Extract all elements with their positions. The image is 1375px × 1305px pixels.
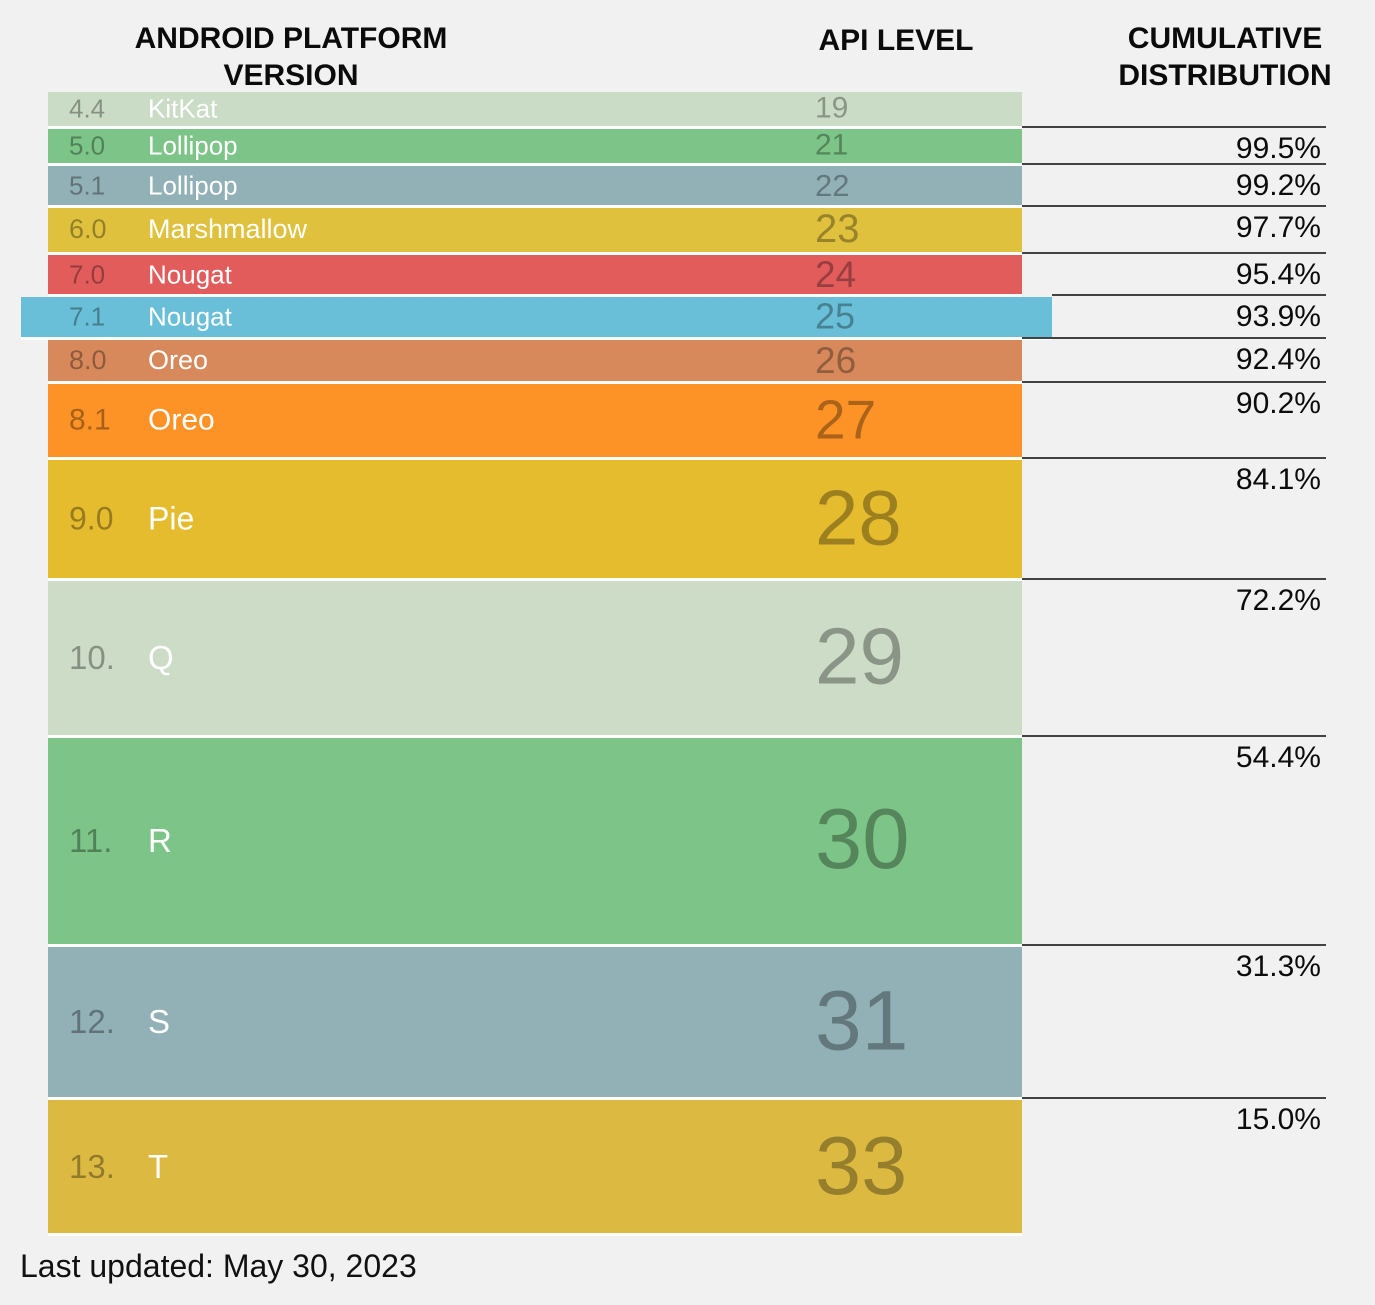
- version-bar[interactable]: 11. R 30: [48, 738, 1022, 947]
- version-number: 12.: [69, 1002, 115, 1040]
- api-level-value: 24: [815, 253, 857, 295]
- platform-row-s[interactable]: 12. S 31 31.3%: [0, 944, 1375, 1100]
- cumulative-cell: 84.1%: [1022, 457, 1326, 503]
- platform-row-lollipop-50[interactable]: 5.0 Lollipop 21 99.5%: [0, 126, 1375, 166]
- column-header-api-level: API LEVEL: [818, 24, 974, 57]
- cumulative-percent: 90.2%: [1235, 387, 1321, 420]
- api-level-value: 30: [815, 791, 910, 887]
- platform-row-nougat-71-highlighted[interactable]: 7.1 Nougat 25 93.9%: [0, 294, 1375, 340]
- version-bar[interactable]: 8.1 Oreo 27: [48, 384, 1022, 460]
- cumulative-percent: 99.2%: [1235, 169, 1321, 202]
- cumulative-percent: 72.2%: [1235, 584, 1321, 617]
- cumulative-cell: 15.0%: [1022, 1097, 1326, 1143]
- version-name: Q: [148, 638, 174, 676]
- api-level-value: 29: [815, 611, 904, 701]
- version-number: 6.0: [69, 213, 107, 244]
- api-level-value: 21: [815, 128, 849, 162]
- last-updated-text: Last updated: May 30, 2023: [20, 1248, 417, 1284]
- cumulative-cell: 72.2%: [1022, 578, 1326, 624]
- cumulative-cell: 90.2%: [1022, 381, 1326, 427]
- cumulative-percent: 97.7%: [1235, 211, 1321, 244]
- platform-row-r[interactable]: 11. R 30 54.4%: [0, 735, 1375, 947]
- version-name: Lollipop: [148, 130, 238, 161]
- version-name: Nougat: [148, 301, 232, 332]
- version-number: 11.: [69, 821, 113, 859]
- api-level-value: 23: [815, 207, 860, 252]
- api-level-value: 31: [815, 973, 909, 1068]
- version-name: Nougat: [148, 258, 232, 289]
- cumulative-cell: 97.7%: [1022, 205, 1326, 251]
- version-bar[interactable]: 7.0 Nougat 24: [48, 253, 1022, 297]
- api-level-value: 33: [815, 1118, 908, 1212]
- version-name: Marshmallow: [148, 213, 308, 244]
- cumulative-cell: 99.5%: [1022, 126, 1326, 172]
- column-header-cumulative-line2: DISTRIBUTION: [1118, 59, 1332, 92]
- cumulative-percent: 95.4%: [1235, 258, 1321, 291]
- version-bar[interactable]: 5.1 Lollipop 22: [48, 166, 1022, 208]
- api-level-value: 27: [815, 387, 877, 450]
- cumulative-percent: 54.4%: [1235, 741, 1321, 774]
- column-header-platform-version: ANDROID PLATFORM VERSION: [91, 20, 491, 94]
- version-bar[interactable]: 4.4 KitKat 19: [48, 91, 1022, 129]
- version-number: 9.0: [69, 500, 114, 537]
- version-number: 8.1: [69, 402, 111, 436]
- platform-row-marshmallow[interactable]: 6.0 Marshmallow 23 97.7%: [0, 205, 1375, 255]
- api-level-value: 26: [815, 339, 857, 381]
- version-name: Oreo: [148, 344, 209, 375]
- version-number: 5.0: [69, 130, 106, 161]
- cumulative-percent: 92.4%: [1235, 343, 1321, 376]
- version-name: S: [148, 1002, 171, 1040]
- version-number: 10.: [69, 638, 115, 676]
- version-bar[interactable]: 6.0 Marshmallow 23: [48, 207, 1022, 255]
- platform-row-lollipop-51[interactable]: 5.1 Lollipop 22 99.2%: [0, 163, 1375, 208]
- version-bar[interactable]: 13. T 33: [48, 1100, 1022, 1236]
- version-number: 8.0: [69, 344, 107, 375]
- api-level-value: 22: [815, 167, 850, 203]
- platform-row-oreo-81[interactable]: 8.1 Oreo 27 90.2%: [0, 381, 1375, 460]
- platform-row-pie[interactable]: 9.0 Pie 28 84.1%: [0, 457, 1375, 581]
- column-header-platform-version-line2: VERSION: [223, 59, 359, 92]
- cumulative-percent: 99.5%: [1235, 132, 1321, 165]
- cumulative-cell: 92.4%: [1022, 337, 1326, 383]
- api-level-value: 25: [815, 295, 856, 337]
- version-name: Lollipop: [148, 169, 238, 200]
- platform-row-oreo-80[interactable]: 8.0 Oreo 26 92.4%: [0, 337, 1375, 384]
- version-bar[interactable]: 12. S 31: [48, 947, 1022, 1100]
- platform-row-kitkat[interactable]: 4.4 KitKat 19: [0, 91, 1375, 129]
- version-number: 7.1: [69, 301, 106, 332]
- cumulative-percent: 84.1%: [1235, 463, 1321, 496]
- version-name: Pie: [148, 500, 195, 537]
- cumulative-cell: 99.2%: [1022, 163, 1326, 209]
- cumulative-cell: 93.9%: [1052, 294, 1326, 340]
- version-number: 4.4: [69, 93, 106, 124]
- api-level-value: 28: [815, 473, 902, 562]
- platform-row-t[interactable]: 13. T 33 15.0%: [0, 1097, 1375, 1236]
- cumulative-percent: 31.3%: [1235, 950, 1321, 983]
- cumulative-percent: 15.0%: [1235, 1103, 1321, 1136]
- version-number: 5.1: [69, 169, 106, 200]
- cumulative-cell: 95.4%: [1022, 252, 1326, 298]
- api-level-value: 19: [815, 91, 849, 125]
- version-bar[interactable]: 10. Q 29: [48, 581, 1022, 738]
- cumulative-percent: 93.9%: [1235, 300, 1321, 333]
- column-header-cumulative-line1: CUMULATIVE: [1127, 22, 1323, 55]
- version-name: R: [148, 821, 172, 859]
- cumulative-cell: 54.4%: [1022, 735, 1326, 781]
- cumulative-cell: 31.3%: [1022, 944, 1326, 990]
- version-name: KitKat: [148, 93, 218, 124]
- column-header-cumulative-distribution: CUMULATIVE DISTRIBUTION: [1045, 20, 1375, 94]
- version-number: 13.: [69, 1147, 115, 1185]
- version-name: Oreo: [148, 402, 215, 436]
- version-name: T: [148, 1147, 169, 1185]
- version-bar[interactable]: 8.0 Oreo 26: [48, 339, 1022, 384]
- version-bar[interactable]: 5.0 Lollipop 21: [48, 128, 1022, 166]
- version-number: 7.0: [69, 258, 106, 289]
- version-bar-highlighted[interactable]: 7.1 Nougat 25: [21, 295, 1052, 340]
- platform-row-q[interactable]: 10. Q 29 72.2%: [0, 578, 1375, 738]
- column-header-platform-version-line1: ANDROID PLATFORM: [134, 22, 448, 55]
- platform-row-nougat-70[interactable]: 7.0 Nougat 24 95.4%: [0, 252, 1375, 297]
- version-bar[interactable]: 9.0 Pie 28: [48, 460, 1022, 581]
